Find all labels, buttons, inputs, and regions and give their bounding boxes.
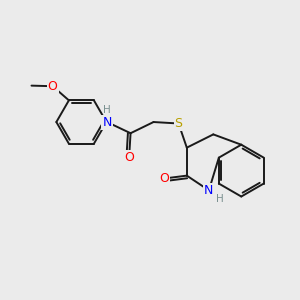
Text: O: O (124, 151, 134, 164)
Text: N: N (102, 116, 112, 128)
Text: H: H (216, 194, 224, 204)
Text: S: S (175, 117, 183, 130)
Text: H: H (103, 105, 110, 115)
Text: O: O (159, 172, 169, 185)
Text: O: O (48, 80, 58, 93)
Text: N: N (204, 184, 214, 197)
